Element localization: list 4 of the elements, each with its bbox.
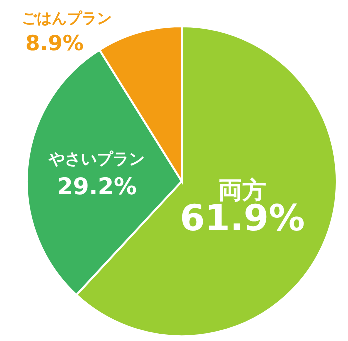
data-label: 8.9%: [26, 31, 84, 56]
slice-label: やさいプラン: [48, 149, 146, 168]
data-label: 29.2%: [57, 174, 138, 200]
slice-label: ごはんプラン: [22, 9, 112, 28]
